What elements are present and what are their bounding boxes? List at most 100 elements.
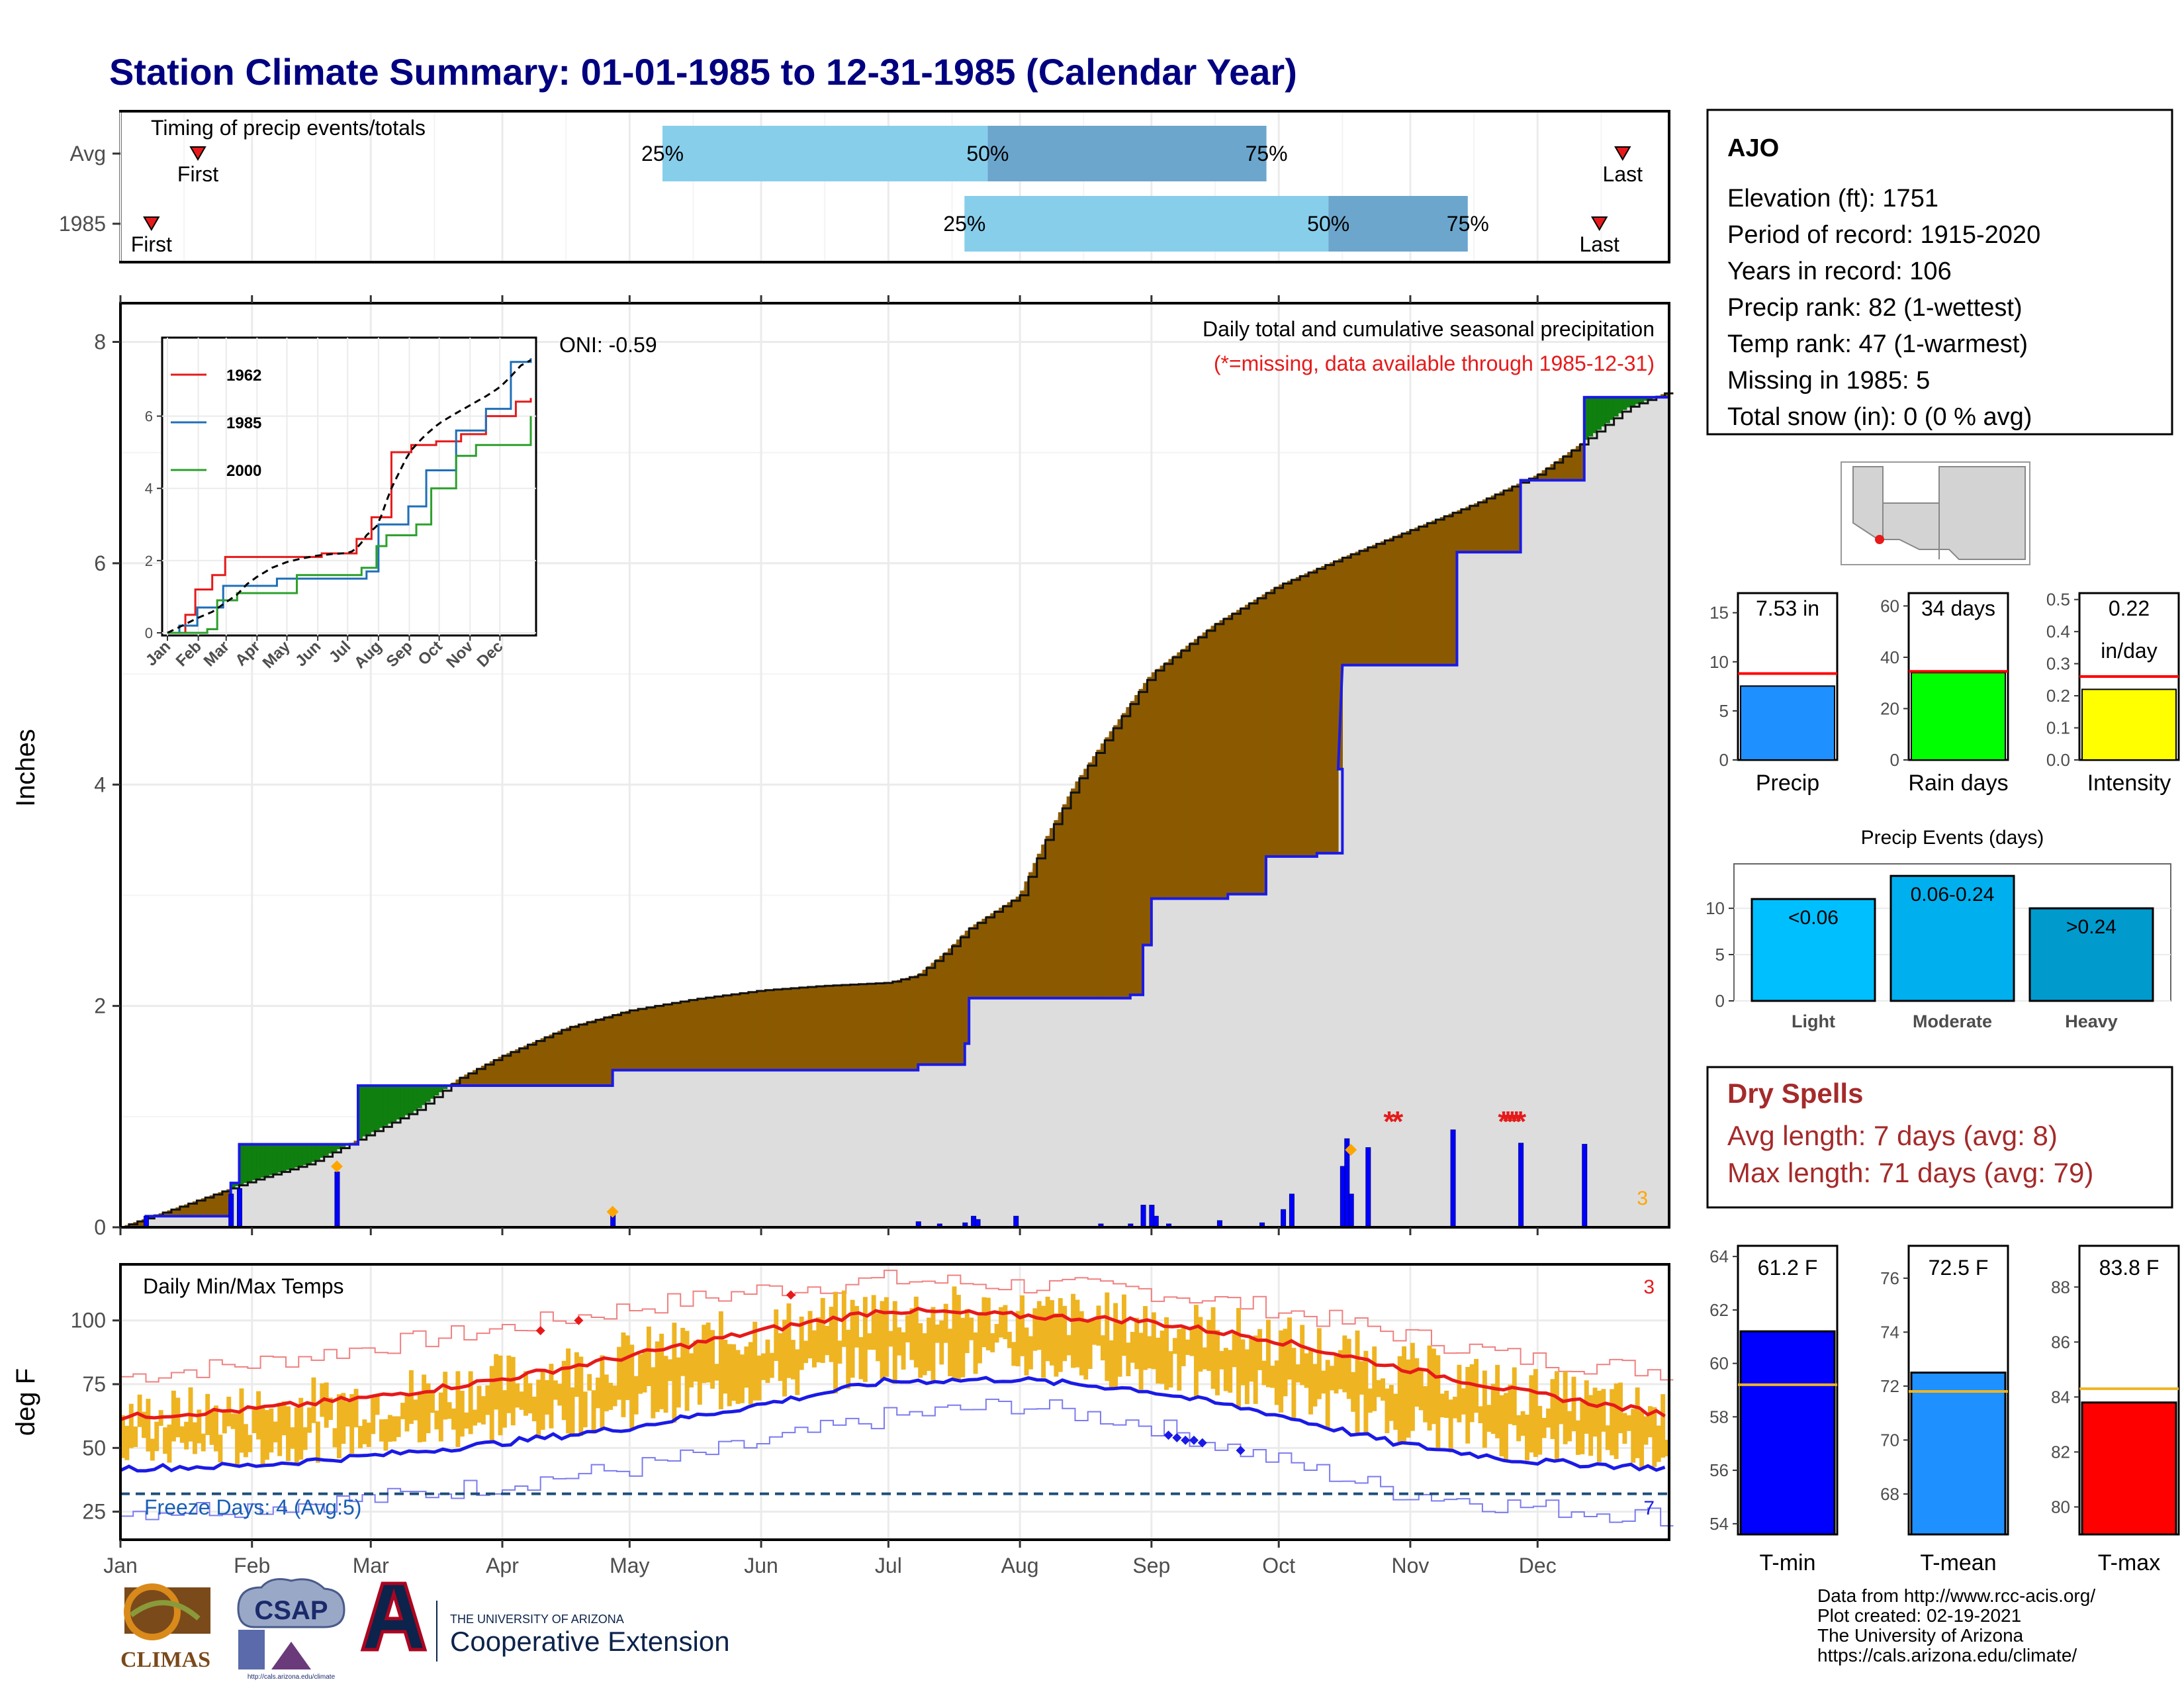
daily-temp-bar xyxy=(1121,1294,1126,1356)
daily-temp-bar xyxy=(913,1296,919,1368)
daily-temp-bar xyxy=(689,1353,694,1387)
daily-precip-bar xyxy=(1365,1147,1371,1228)
temp-summary-bars: 54 56 58 60 62 64 61.2 F T-min 68 70 72 74 76 72.5 F T… xyxy=(1709,1244,2180,1575)
surplus-sliver xyxy=(324,1144,329,1156)
daily-temp-bar xyxy=(426,1383,431,1434)
deficit-sliver xyxy=(561,1029,567,1086)
deficit-sliver xyxy=(557,1031,563,1086)
deficit-sliver xyxy=(752,991,758,1070)
deficit-sliver xyxy=(459,1076,465,1086)
deficit-sliver xyxy=(1664,393,1670,398)
daily-temp-bar xyxy=(422,1374,427,1442)
daily-temp-bar xyxy=(1342,1335,1347,1393)
summary-bar-y-tick-label: 0.4 xyxy=(2046,622,2070,641)
daily-temp-bar xyxy=(1393,1393,1398,1430)
deficit-sliver xyxy=(956,939,961,1065)
deficit-sliver xyxy=(846,984,851,1070)
deficit-sliver xyxy=(197,1199,202,1217)
surplus-sliver xyxy=(1643,397,1649,401)
deficit-sliver xyxy=(790,988,796,1070)
deficit-sliver xyxy=(1181,649,1186,899)
surplus-sliver xyxy=(443,1086,448,1090)
daily-temp-bar xyxy=(629,1344,635,1430)
surplus-sliver xyxy=(392,1086,397,1122)
daily-temp-bar xyxy=(1580,1400,1585,1454)
deficit-sliver xyxy=(1092,756,1097,998)
daily-temp-bar xyxy=(545,1380,550,1415)
deficit-sliver xyxy=(1563,455,1568,481)
daily-temp-bar xyxy=(163,1427,168,1454)
deficit-sliver xyxy=(214,1194,219,1217)
daily-temp-bar xyxy=(952,1286,957,1380)
deficit-sliver xyxy=(1202,632,1207,899)
daily-temp-bar xyxy=(892,1301,897,1384)
precip-missing-count: 3 xyxy=(1637,1188,1648,1209)
daily-temp-bar xyxy=(451,1408,456,1430)
deficit-sliver xyxy=(1580,443,1585,481)
daily-temp-bar xyxy=(243,1424,248,1458)
footer-credit-line: Plot created: 02-19-2021 xyxy=(1817,1605,2021,1626)
daily-temp-bar xyxy=(218,1434,223,1463)
daily-temp-bar xyxy=(230,1413,236,1429)
deficit-sliver xyxy=(1388,538,1394,665)
temp-summary-y-tick-label: 80 xyxy=(2051,1497,2070,1517)
deficit-sliver xyxy=(931,962,936,1065)
climas-logo[interactable]: CLIMAS xyxy=(120,1583,210,1672)
deficit-sliver xyxy=(1550,464,1555,481)
deficit-sliver xyxy=(574,1025,579,1086)
daily-temp-bar xyxy=(1490,1383,1496,1434)
daily-temp-bar xyxy=(400,1403,406,1419)
surplus-sliver xyxy=(235,1183,240,1186)
deficit-sliver xyxy=(731,994,737,1070)
deficit-sliver xyxy=(795,988,800,1070)
daily-temp-bar xyxy=(927,1317,931,1371)
daily-temp-bar xyxy=(833,1291,838,1394)
deficit-sliver xyxy=(811,986,817,1070)
surplus-sliver xyxy=(256,1144,261,1179)
precip-y-axis-label: Inches xyxy=(11,729,40,807)
temp-summary-bar xyxy=(1739,1330,1836,1536)
deficit-sliver xyxy=(1028,872,1033,998)
deficit-sliver xyxy=(841,984,846,1070)
deficit-sliver xyxy=(1448,513,1453,665)
daily-temp-bar xyxy=(506,1355,512,1413)
surplus-sliver xyxy=(1635,397,1640,404)
deficit-sliver xyxy=(927,966,932,1065)
surplus-sliver xyxy=(273,1144,278,1174)
deficit-sliver xyxy=(523,1045,529,1086)
deficit-sliver xyxy=(1571,449,1576,481)
daily-temp-bar xyxy=(494,1354,499,1410)
station-info-line: Elevation (ft): 1751 xyxy=(1727,185,1938,212)
daily-temp-bar xyxy=(489,1366,494,1443)
deficit-sliver xyxy=(876,983,881,1070)
deficit-sliver xyxy=(473,1070,478,1086)
daily-temp-bar xyxy=(680,1327,686,1376)
daily-temp-bar xyxy=(1228,1350,1233,1393)
csap-logo[interactable]: CSAP http://cals.arizona.edu/climate xyxy=(237,1578,345,1681)
daily-temp-bar xyxy=(1015,1311,1021,1367)
summary-bar-y-tick-label: 40 xyxy=(1880,647,1899,667)
temp-label: Daily Min/Max Temps xyxy=(143,1274,343,1298)
daily-temp-bar xyxy=(1385,1388,1390,1434)
surplus-sliver xyxy=(396,1086,401,1120)
daily-temp-bar xyxy=(778,1333,783,1382)
surplus-sliver xyxy=(286,1144,291,1170)
daily-precip-bar xyxy=(237,1188,243,1228)
daily-temp-bar xyxy=(549,1364,554,1429)
daily-temp-bar xyxy=(1054,1313,1059,1377)
daily-temp-bar xyxy=(854,1305,860,1348)
daily-temp-bar xyxy=(1431,1348,1436,1425)
ua-cooperative-extension-logo[interactable]: THE UNIVERSITY OF ARIZONA Cooperative Ex… xyxy=(360,1581,730,1662)
deficit-sliver xyxy=(1478,501,1483,553)
events-content: 0 5 10 <0.06 Light 0.06-0.24 Moderate >0.24 Heav… xyxy=(1706,863,2171,1031)
daily-temp-bar xyxy=(1410,1342,1415,1431)
ua-line-1: THE UNIVERSITY OF ARIZONA xyxy=(450,1613,624,1626)
daily-temp-bar xyxy=(1520,1411,1525,1436)
deficit-sliver xyxy=(727,994,732,1070)
deficit-sliver xyxy=(1007,902,1012,998)
daily-temp-bar xyxy=(978,1313,982,1364)
daily-temp-bar xyxy=(1223,1348,1228,1391)
locator-map xyxy=(1841,461,2030,565)
deficit-sliver xyxy=(553,1033,558,1086)
record-low-marker xyxy=(1197,1438,1207,1448)
